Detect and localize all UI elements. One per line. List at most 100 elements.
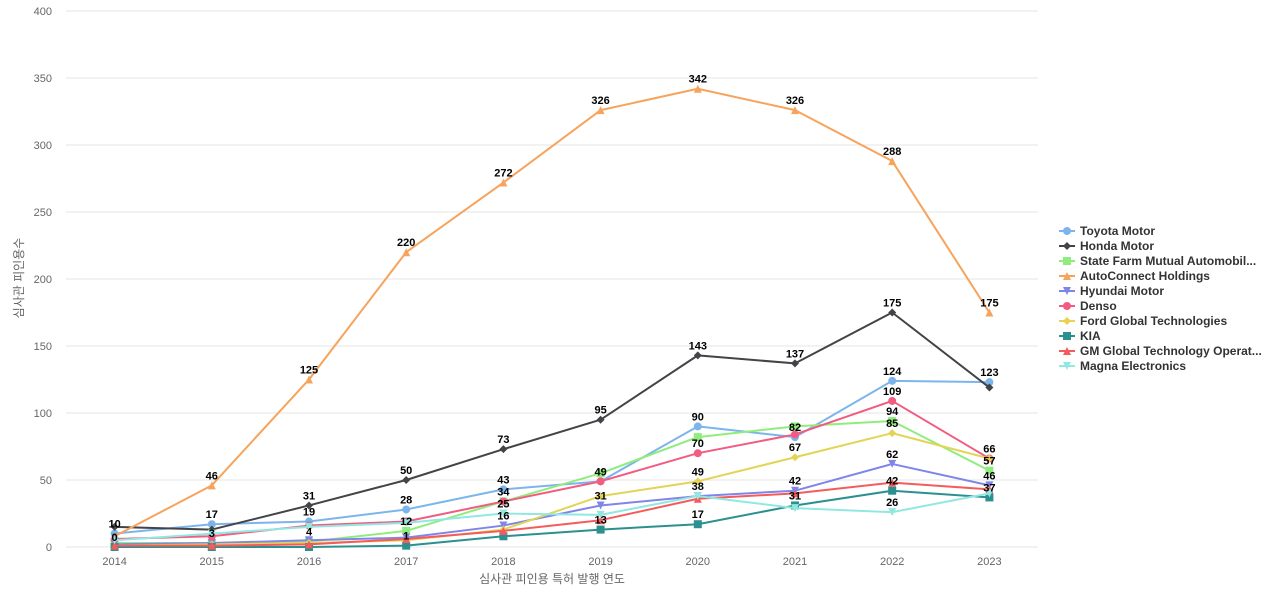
legend-item[interactable]: State Farm Mutual Automobil... <box>1059 254 1256 268</box>
legend-item[interactable]: Denso <box>1059 299 1117 313</box>
series-line <box>114 87 991 538</box>
data-point <box>596 469 605 478</box>
data-point <box>791 430 799 439</box>
legend-item[interactable]: Hyundai Motor <box>1059 284 1164 298</box>
legend-item[interactable]: Ford Global Technologies <box>1059 314 1227 328</box>
data-point <box>499 509 508 518</box>
legend-marker <box>1063 227 1071 235</box>
legend-marker <box>1063 362 1071 370</box>
x-tick-label: 2017 <box>394 556 418 568</box>
data-point <box>693 84 702 93</box>
data-point <box>499 532 508 541</box>
x-tick-label: 2021 <box>783 556 807 568</box>
data-label: 326 <box>786 95 804 107</box>
data-label: 4 <box>306 527 313 539</box>
legend-item[interactable]: Magna Electronics <box>1059 359 1186 373</box>
data-point <box>693 449 702 458</box>
data-label: 50 <box>400 465 412 477</box>
series-4 <box>110 459 994 549</box>
data-point <box>888 308 897 317</box>
y-axis-ticks: 0 50 100 150 200 250 300 350 400 <box>34 6 52 554</box>
series-line <box>114 462 990 546</box>
data-point <box>888 396 897 405</box>
y-tick-label: 150 <box>34 341 52 353</box>
data-point <box>791 422 799 431</box>
legend-label: Magna Electronics <box>1080 359 1186 373</box>
y-tick-label: 50 <box>40 475 52 487</box>
data-point <box>985 454 994 463</box>
data-point <box>596 415 605 424</box>
data-point <box>305 522 313 531</box>
data-label: 31 <box>303 490 315 502</box>
x-axis-title: 심사관 피인용 특허 발행 연도 <box>479 571 625 586</box>
data-label: 175 <box>980 298 998 310</box>
data-point <box>402 526 411 535</box>
data-label: 85 <box>886 418 898 430</box>
data-label: 124 <box>883 366 902 378</box>
y-tick-label: 200 <box>34 274 52 286</box>
data-label: 73 <box>497 434 509 446</box>
data-label: 95 <box>594 405 606 417</box>
series-line <box>114 399 990 540</box>
x-tick-label: 2016 <box>297 556 321 568</box>
data-point <box>888 157 897 166</box>
data-point <box>110 522 119 531</box>
data-label: 272 <box>494 168 512 180</box>
data-label: 90 <box>692 411 704 423</box>
legend-marker <box>1063 347 1071 355</box>
data-point <box>985 378 994 387</box>
series-line <box>114 311 991 531</box>
data-label: 26 <box>886 497 898 509</box>
data-point <box>693 351 702 360</box>
data-point <box>985 493 994 502</box>
data-point <box>499 445 508 454</box>
legend-item[interactable]: AutoConnect Holdings <box>1059 269 1210 283</box>
legend-marker <box>1063 302 1071 310</box>
legend-item[interactable]: Toyota Motor <box>1059 224 1155 238</box>
data-point <box>693 520 702 529</box>
data-label: 62 <box>886 449 898 461</box>
data-label: 70 <box>692 438 704 450</box>
y-tick-label: 350 <box>34 73 52 85</box>
legend-label: Toyota Motor <box>1080 224 1155 238</box>
data-label: 3 <box>209 528 215 540</box>
x-tick-label: 2020 <box>686 556 710 568</box>
data-point <box>985 481 994 490</box>
data-label: 137 <box>786 348 804 360</box>
data-point <box>110 541 119 550</box>
data-label: 342 <box>689 74 707 86</box>
data-point <box>207 541 216 550</box>
data-label: 38 <box>692 481 704 493</box>
legend-item[interactable]: KIA <box>1059 329 1101 343</box>
data-point <box>305 540 313 549</box>
data-point <box>596 510 605 519</box>
data-point <box>791 359 799 368</box>
data-label: 28 <box>400 494 412 506</box>
data-label: 123 <box>980 367 998 379</box>
data-point <box>985 489 994 498</box>
data-label: 49 <box>594 466 606 478</box>
data-point <box>596 106 605 115</box>
data-point <box>110 536 119 545</box>
data-point <box>207 481 216 490</box>
data-label: 37 <box>983 482 995 494</box>
x-tick-label: 2015 <box>200 556 224 568</box>
data-point <box>985 383 994 392</box>
data-label: 12 <box>400 516 412 528</box>
data-point <box>985 308 994 317</box>
legend-marker <box>1063 332 1071 340</box>
data-point <box>402 518 411 527</box>
legend-item[interactable]: GM Global Technology Operat... <box>1059 344 1262 358</box>
data-point <box>791 106 799 115</box>
data-point <box>402 541 411 550</box>
legend-label: Hyundai Motor <box>1080 284 1164 298</box>
data-label: 0 <box>112 532 118 544</box>
data-point <box>791 504 799 513</box>
data-label: 66 <box>983 444 995 456</box>
series-3 <box>110 84 994 541</box>
data-label: 143 <box>689 340 707 352</box>
legend-item[interactable]: Honda Motor <box>1059 239 1154 253</box>
y-tick-label: 100 <box>34 408 52 420</box>
